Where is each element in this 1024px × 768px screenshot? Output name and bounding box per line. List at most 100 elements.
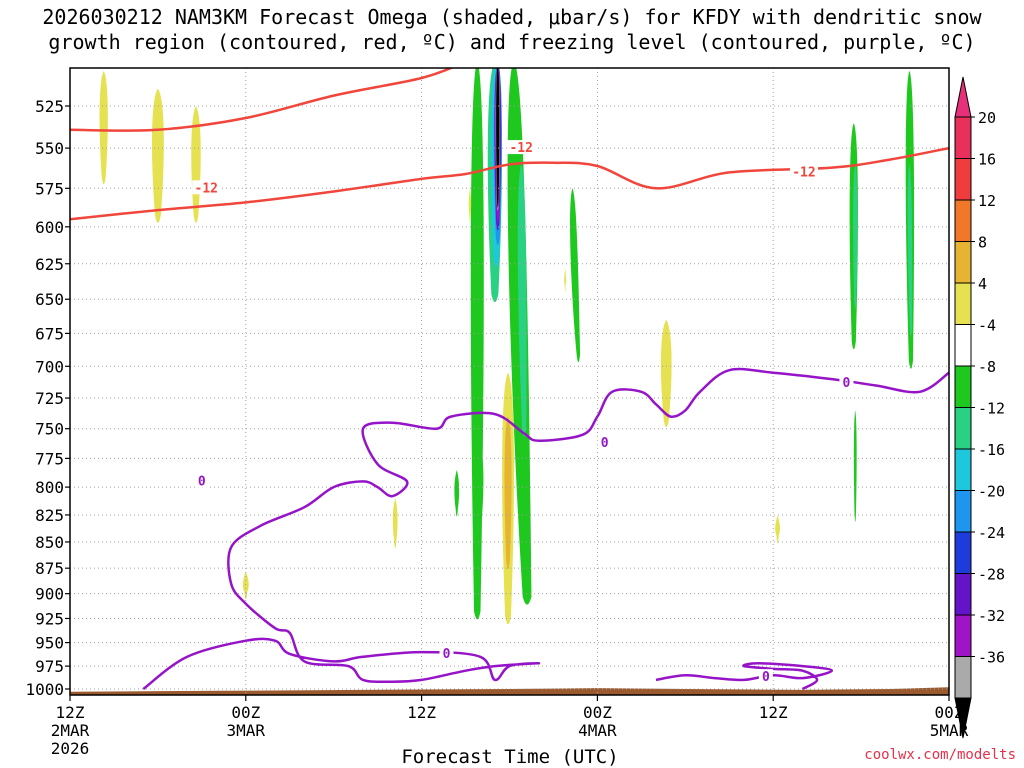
dgz-contour-label: -12 bbox=[792, 165, 815, 180]
omega-band-plus4-hr27 bbox=[468, 188, 472, 223]
freezing-label-bg-1 bbox=[597, 435, 612, 450]
y-tick-label: 775 bbox=[35, 449, 64, 468]
y-tick-label: 625 bbox=[35, 255, 64, 274]
freezing-level-contour-1 bbox=[655, 662, 834, 691]
freezing-level-contour-label: 0 bbox=[762, 670, 770, 685]
freezing-level-contours bbox=[142, 367, 949, 691]
x-tick-date-label: 2MAR bbox=[51, 721, 90, 740]
y-tick-label: 725 bbox=[35, 389, 64, 408]
x-tick-label: 12Z bbox=[407, 703, 436, 722]
freezing-level-contour-label: 0 bbox=[843, 376, 851, 391]
colorbar-segment bbox=[954, 656, 972, 699]
y-tick-label: 700 bbox=[35, 357, 64, 376]
colorbar-label: 20 bbox=[978, 109, 996, 127]
colorbar-label: -32 bbox=[978, 607, 1005, 625]
y-tick-label: 550 bbox=[35, 139, 64, 158]
dgz-label-bg-2 bbox=[789, 164, 818, 179]
colorbar-segment bbox=[954, 241, 972, 284]
colorbar-label: 8 bbox=[978, 234, 987, 252]
colorbar-label: -20 bbox=[978, 483, 1005, 501]
colorbar-label: -8 bbox=[978, 358, 996, 376]
colorbar-label: -24 bbox=[978, 524, 1005, 542]
dgz-contour-label: -12 bbox=[195, 181, 218, 196]
omega-band-plus4-hr12 bbox=[242, 571, 249, 600]
credit-text: coolwx.com/modelts bbox=[864, 747, 1016, 763]
freezing-level-contour-label: 0 bbox=[443, 647, 451, 662]
colorbar-segment bbox=[954, 158, 972, 201]
freezing-level-contour-label: 0 bbox=[601, 436, 609, 451]
freezing-label-bg-0 bbox=[194, 473, 209, 488]
colorbar-segment bbox=[954, 116, 972, 159]
y-tick-label: 875 bbox=[35, 559, 64, 578]
chart-title-line-2: growth region (contoured, red, ºC) and f… bbox=[48, 30, 976, 54]
y-tick-label: 750 bbox=[35, 420, 64, 439]
colorbar-segment bbox=[954, 282, 972, 325]
x-tick-label: 00Z bbox=[231, 703, 260, 722]
y-tick-label: 525 bbox=[35, 97, 64, 116]
dgz-label-bg-0 bbox=[192, 180, 221, 195]
x-tick-label: 00Z bbox=[583, 703, 612, 722]
y-axis: 525 550 575 600 625 650 675 700 725 750 775 800 825 8… bbox=[25, 97, 70, 699]
colorbar-label: 16 bbox=[978, 151, 996, 169]
colorbar-segment bbox=[954, 199, 972, 242]
freezing-level-contour-label: 0 bbox=[198, 474, 206, 489]
x-tick-label: 12Z bbox=[759, 703, 788, 722]
x-tick-label: 12Z bbox=[56, 703, 85, 722]
y-tick-label: 675 bbox=[35, 324, 64, 343]
y-tick-label: 975 bbox=[35, 657, 64, 676]
omega-band-minus8-hr34 bbox=[570, 188, 581, 363]
omega-band-minus12-hr53 bbox=[853, 164, 858, 310]
x-tick-date-label: 5MAR bbox=[930, 721, 969, 740]
dgz-contour-1 bbox=[70, 68, 455, 132]
colorbar-label: -36 bbox=[978, 649, 1005, 667]
freezing-label-bg-4 bbox=[758, 669, 773, 684]
colorbar-segment bbox=[954, 490, 972, 533]
colorbar-segment bbox=[954, 614, 972, 657]
omega-band-minus8-hr53b bbox=[853, 410, 857, 522]
omega-band-minus8-hr26a bbox=[454, 469, 460, 517]
ground-terrain bbox=[70, 687, 949, 695]
omega-band-minus12-hr57 bbox=[907, 164, 913, 337]
omega-band-minus8-hr28 bbox=[479, 452, 484, 517]
x-axis-title: Forecast Time (UTC) bbox=[401, 746, 619, 768]
colorbar-segment bbox=[954, 531, 972, 574]
x-tick-date-label: 4MAR bbox=[578, 721, 617, 740]
colorbar-segment bbox=[954, 324, 972, 367]
omega-band-plus4-hr48 bbox=[775, 514, 780, 544]
plot-frame bbox=[69, 67, 950, 696]
omega-band-plus4-hr2 bbox=[99, 70, 108, 185]
y-tick-label: 850 bbox=[35, 533, 64, 552]
omega-band-plus4-hr6 bbox=[151, 88, 164, 223]
colorbar-label: 12 bbox=[978, 192, 996, 210]
colorbar-label: 4 bbox=[978, 275, 987, 293]
omega-band-plus4-hr41 bbox=[660, 319, 672, 428]
dgz-label-bg-1 bbox=[507, 140, 536, 155]
y-tick-label: 950 bbox=[35, 634, 64, 653]
ground-surface bbox=[70, 687, 949, 695]
y-tick-label: 825 bbox=[35, 506, 64, 525]
omega-band-plus8 bbox=[504, 416, 512, 570]
colorbar-segment bbox=[954, 448, 972, 491]
colorbar-label: -4 bbox=[978, 317, 996, 335]
x-tick-year-label: 2026 bbox=[51, 739, 90, 758]
y-tick-label: 600 bbox=[35, 218, 64, 237]
colorbar-bottom-arrow bbox=[954, 697, 972, 739]
y-tick-label: 925 bbox=[35, 609, 64, 628]
omega-shading bbox=[99, 68, 915, 625]
colorbar-label: -16 bbox=[978, 441, 1005, 459]
contour-labels: -12 -12 -12 0 0 0 0 0 bbox=[192, 140, 854, 685]
colorbar-label: -28 bbox=[978, 566, 1005, 584]
y-tick-label: 800 bbox=[35, 478, 64, 497]
y-tick-label: 1000 bbox=[25, 680, 64, 699]
dgz-contour-label: -12 bbox=[509, 141, 532, 156]
colorbar-segment bbox=[954, 365, 972, 408]
omega-band-plus4-hr22 bbox=[392, 498, 398, 549]
freezing-label-bg-2 bbox=[839, 374, 854, 389]
y-tick-label: 650 bbox=[35, 290, 64, 309]
colorbar-label: -12 bbox=[978, 400, 1005, 418]
dgz-contour-2 bbox=[597, 62, 714, 66]
omega-band-minus12-east bbox=[517, 164, 527, 437]
omega-band-plus4-hr34 bbox=[564, 268, 567, 293]
